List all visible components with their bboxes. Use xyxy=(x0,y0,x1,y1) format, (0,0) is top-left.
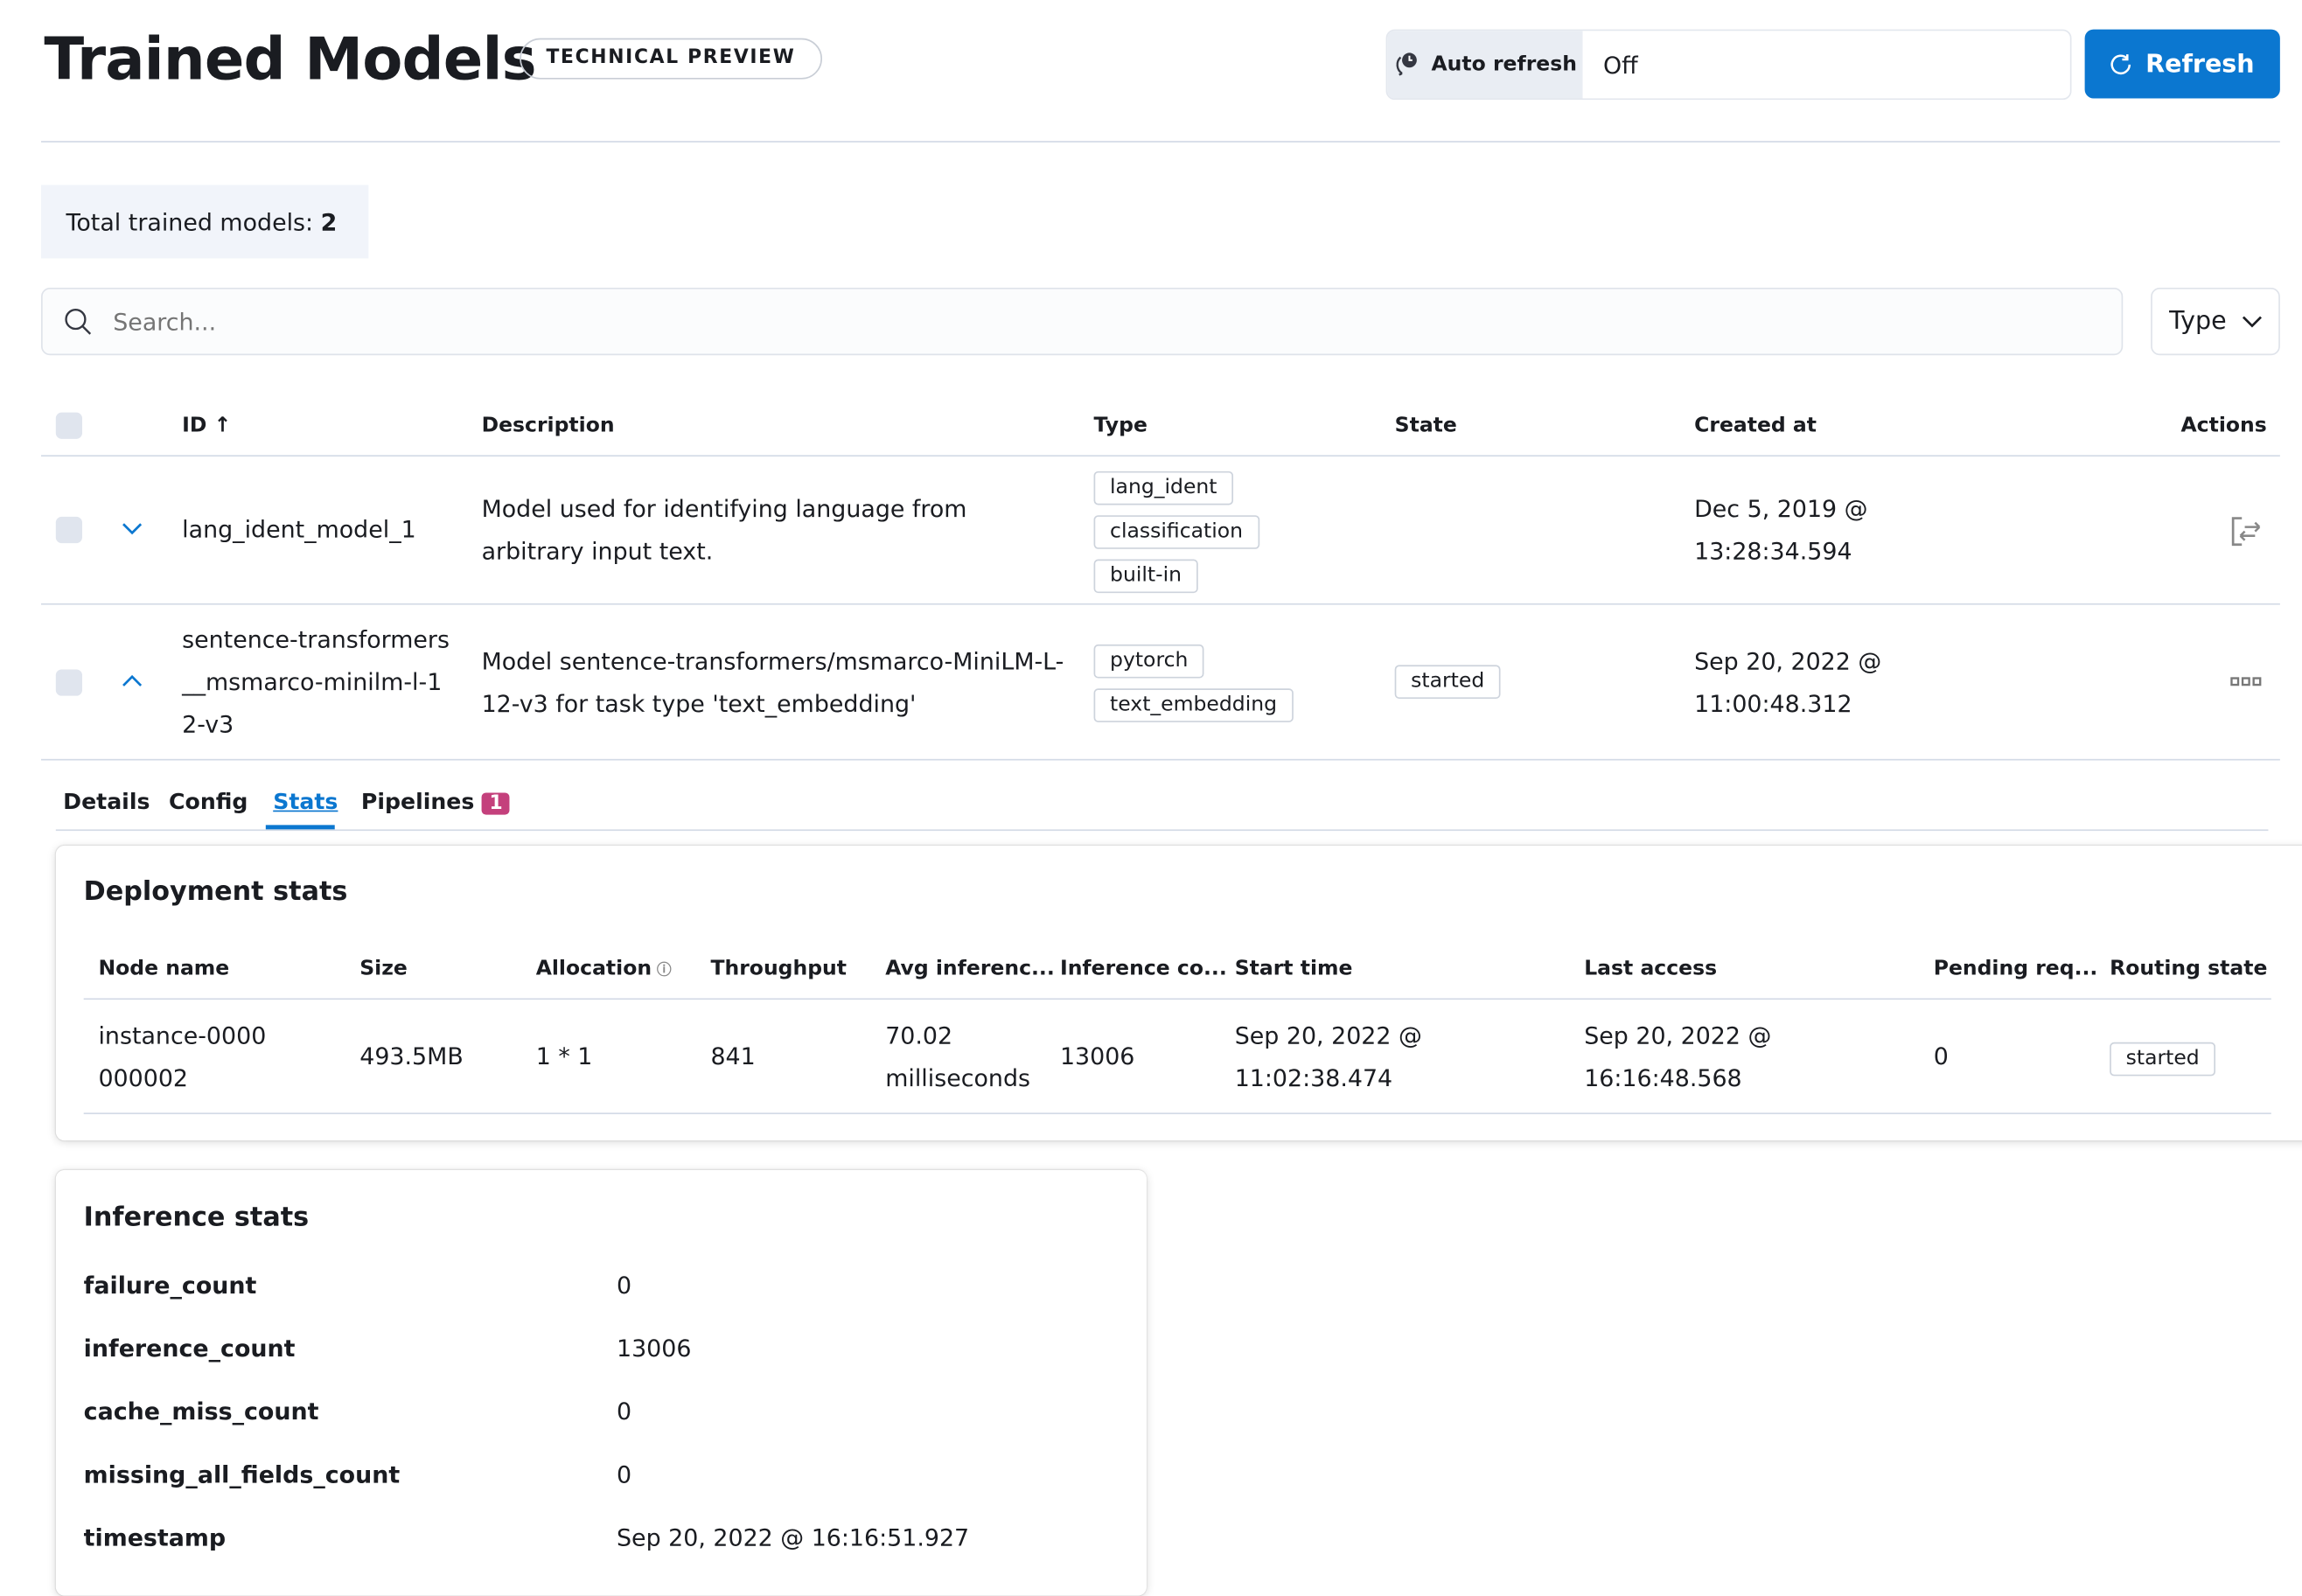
refresh-button[interactable]: Refresh xyxy=(2084,29,2280,99)
start-time: Sep 20, 2022 @ 11:02:38.474 xyxy=(1234,1021,1422,1092)
model-description: Model used for identifying language from… xyxy=(481,494,967,566)
pipelines-count-badge: 1 xyxy=(482,792,511,815)
created-at: Sep 20, 2022 @ 11:00:48.312 xyxy=(1694,647,1882,718)
sort-ascending-icon: ↑ xyxy=(213,414,232,438)
throughput: 841 xyxy=(710,1042,756,1070)
size: 493.5MB xyxy=(359,1042,464,1070)
column-header: Allocation ⓘ xyxy=(535,957,672,981)
search-input[interactable] xyxy=(109,305,2122,338)
row-checkbox[interactable] xyxy=(55,669,83,696)
search-bar[interactable] xyxy=(41,288,2124,356)
tab-details[interactable]: Details xyxy=(63,788,150,815)
chevron-down-icon xyxy=(2242,316,2262,328)
column-header-created[interactable]: Created at xyxy=(1694,414,1817,438)
active-tab-indicator xyxy=(265,825,335,830)
deployment-stats-panel xyxy=(55,845,2302,1141)
column-header-type: Type xyxy=(1093,414,1148,438)
stat-label: cache_miss_count xyxy=(83,1397,319,1425)
column-header: Routing state xyxy=(2110,957,2268,981)
total-count: 2 xyxy=(320,208,338,237)
inference-count: 13006 xyxy=(1059,1042,1135,1070)
column-header: Size xyxy=(359,957,408,981)
stat-value: 13006 xyxy=(617,1334,692,1363)
inference-stats-panel xyxy=(55,1169,1147,1596)
column-header-state: State xyxy=(1394,414,1457,438)
pending-requests: 0 xyxy=(1933,1042,1949,1070)
test-model-icon[interactable] xyxy=(2230,515,2263,547)
type-tags: lang_ident classification built-in xyxy=(1093,470,1329,603)
stat-label: missing_all_fields_count xyxy=(83,1460,401,1489)
auto-refresh-value[interactable]: Off xyxy=(1603,50,1638,79)
type-tag: lang_ident xyxy=(1093,470,1233,505)
routing-state-badge: started xyxy=(2110,1042,2216,1077)
created-at: Dec 5, 2019 @ 13:28:34.594 xyxy=(1694,494,1868,566)
node-name: instance-0000000002 xyxy=(98,1021,267,1092)
column-header-description: Description xyxy=(481,414,615,438)
stat-value: 0 xyxy=(617,1460,632,1489)
model-id: sentence-transformers__msmarco-minilm-l-… xyxy=(182,625,450,739)
model-id: lang_ident_model_1 xyxy=(182,515,416,544)
type-tags: pytorch text_embedding xyxy=(1093,644,1329,733)
column-header-actions: Actions xyxy=(2180,414,2267,438)
tab-stats[interactable]: Stats xyxy=(273,788,338,815)
divider xyxy=(83,1112,2271,1115)
more-actions-icon[interactable] xyxy=(2230,677,2263,688)
clock-refresh-icon xyxy=(1396,52,1417,76)
model-description: Model sentence-transformers/msmarco-Mini… xyxy=(481,647,1064,718)
total-models: Total trained models: 2 xyxy=(41,185,369,259)
divider xyxy=(41,141,2280,143)
type-tag: built-in xyxy=(1093,559,1198,594)
divider xyxy=(41,455,2280,457)
deployment-stats-title: Deployment stats xyxy=(83,876,348,908)
stat-label: inference_count xyxy=(83,1334,296,1363)
info-icon: ⓘ xyxy=(652,963,672,979)
type-tag: pytorch xyxy=(1093,644,1204,679)
search-icon xyxy=(65,309,92,335)
tab-config[interactable]: Config xyxy=(169,788,248,815)
stat-value: 0 xyxy=(617,1397,632,1425)
column-header: Throughput xyxy=(710,957,848,981)
column-header: Pending req... xyxy=(1933,957,2098,981)
column-header-id[interactable]: ID ↑ xyxy=(182,414,232,438)
stat-label: timestamp xyxy=(83,1523,227,1552)
divider xyxy=(41,603,2280,605)
stat-label: failure_count xyxy=(83,1271,257,1300)
column-header: Inference co... xyxy=(1059,957,1227,981)
column-header: Avg inferenc... xyxy=(885,957,1055,981)
divider xyxy=(55,829,2269,832)
state-badge: started xyxy=(1394,665,1501,700)
refresh-icon xyxy=(2111,53,2131,74)
last-access: Sep 20, 2022 @ 16:16:48.568 xyxy=(1584,1021,1772,1092)
stat-value: 0 xyxy=(617,1271,632,1300)
divider xyxy=(41,758,2280,761)
type-tag: text_embedding xyxy=(1093,688,1294,722)
chevron-up-icon[interactable] xyxy=(121,673,144,690)
technical-preview-badge: TECHNICAL PREVIEW xyxy=(520,38,822,80)
type-tag: classification xyxy=(1093,515,1259,549)
auto-refresh-control[interactable]: Auto refresh Off xyxy=(1385,29,2072,101)
row-checkbox[interactable] xyxy=(55,516,83,544)
total-label: Total trained models: xyxy=(66,208,314,237)
refresh-label: Refresh xyxy=(2145,49,2255,79)
stat-value: Sep 20, 2022 @ 16:16:51.927 xyxy=(617,1523,970,1552)
tab-pipelines[interactable]: Pipelines 1 xyxy=(361,788,511,815)
auto-refresh-label: Auto refresh xyxy=(1431,52,1577,77)
inference-stats-title: Inference stats xyxy=(83,1202,310,1234)
column-header: Last access xyxy=(1584,957,1718,981)
column-header: Start time xyxy=(1234,957,1353,981)
divider xyxy=(83,998,2271,1000)
chevron-down-icon[interactable] xyxy=(121,519,144,537)
page-title: Trained Models xyxy=(44,26,536,94)
allocation: 1 * 1 xyxy=(535,1042,593,1070)
type-filter-label: Type xyxy=(2169,306,2227,337)
type-filter-button[interactable]: Type xyxy=(2151,288,2280,356)
column-header: Node name xyxy=(98,957,230,981)
avg-inference-time: 70.02 milliseconds xyxy=(885,1021,1030,1092)
select-all-checkbox[interactable] xyxy=(55,412,83,439)
